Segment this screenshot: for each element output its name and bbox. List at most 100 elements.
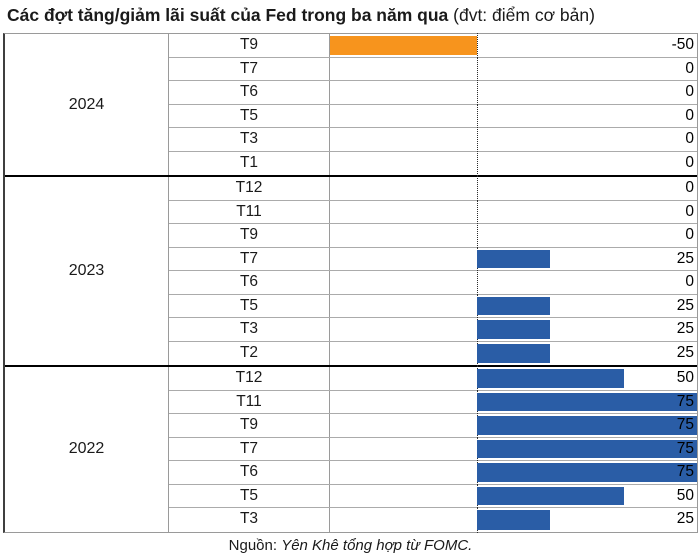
zero-axis-line (476, 33, 478, 58)
bar-cell: 25 (330, 507, 697, 533)
month-label: T11 (169, 200, 330, 223)
data-row-2023-T5: T5 25 (169, 293, 697, 318)
bar-cell: 50 (330, 483, 697, 508)
bar-cell: 75 (330, 436, 697, 461)
bar-cell: 75 (330, 413, 697, 438)
year-label-2023: 2023 (5, 177, 169, 365)
month-label: T1 (169, 151, 330, 175)
month-label: T6 (169, 461, 330, 484)
value-label: 50 (676, 369, 694, 386)
chart-table: 2024 T9 -50 T7 0 T6 0 T5 0 T3 0 T1 0 2023 T12 0 T11 0 T9 0 T… (3, 33, 698, 533)
month-label: T7 (169, 247, 330, 270)
bar-cell: -50 (330, 33, 697, 58)
value-label: 0 (685, 83, 694, 100)
value-label: 0 (685, 202, 694, 220)
month-label: T5 (169, 294, 330, 317)
data-row-2022-T11: T11 75 (169, 389, 697, 414)
data-row-2024-T5: T5 0 (169, 103, 697, 128)
month-label: T6 (169, 271, 330, 294)
data-row-2022-T6: T6 75 (169, 460, 697, 485)
bar-cell: 25 (330, 340, 697, 366)
data-row-2022-T12: T12 50 (169, 366, 697, 391)
month-label: T6 (169, 81, 330, 104)
bar-cell: 75 (330, 389, 697, 414)
zero-axis-line (476, 127, 478, 152)
chart-title-main: Các đợt tăng/giảm lãi suất của Fed trong… (7, 5, 449, 25)
value-label: 25 (676, 249, 694, 267)
month-label: T3 (169, 508, 330, 532)
month-label: T7 (169, 437, 330, 460)
zero-axis-line (476, 270, 478, 295)
value-label: 75 (676, 463, 694, 480)
positive-bar (476, 392, 697, 411)
value-label: 0 (685, 59, 694, 77)
data-row-2024-T7: T7 0 (169, 56, 697, 81)
month-label: T9 (169, 414, 330, 437)
month-label: T3 (169, 128, 330, 151)
data-row-2022-T3: T3 25 (169, 507, 697, 533)
positive-bar (476, 249, 551, 268)
zero-axis-line (476, 150, 478, 176)
month-label: T7 (169, 57, 330, 80)
source-text: Yên Khê tổng hợp từ FOMC. (281, 537, 473, 554)
month-label: T5 (169, 104, 330, 127)
value-label: 25 (676, 343, 694, 361)
chart-title-unit: (đvt: điểm cơ bản) (448, 5, 595, 25)
positive-bar (476, 320, 551, 339)
positive-bar (476, 343, 551, 363)
data-row-2024-T6: T6 0 (169, 80, 697, 105)
value-label: -50 (671, 36, 694, 53)
data-row-2023-T11: T11 0 (169, 199, 697, 224)
year-label-2022: 2022 (5, 367, 169, 532)
data-row-2023-T7: T7 25 (169, 246, 697, 271)
positive-bar (476, 486, 624, 505)
data-row-2022-T9: T9 75 (169, 413, 697, 438)
data-row-2024-T3: T3 0 (169, 127, 697, 152)
year-group-2023: 2023 T12 0 T11 0 T9 0 T7 25 T6 0 T5 25 T3 25 T2 25 (5, 175, 697, 366)
value-label: 0 (685, 179, 694, 196)
rows-2022: T12 50 T11 75 T9 75 T7 75 T6 75 T5 50 T3 25 (169, 366, 697, 533)
month-label: T11 (169, 390, 330, 413)
data-row-2022-T7: T7 75 (169, 436, 697, 461)
positive-bar (476, 369, 624, 388)
zero-axis-line (476, 80, 478, 105)
value-label: 0 (685, 130, 694, 147)
value-label: 25 (676, 296, 694, 314)
month-label: T12 (169, 367, 330, 390)
value-label: 75 (676, 439, 694, 457)
zero-axis-line (476, 199, 478, 224)
bar-cell: 25 (330, 293, 697, 318)
positive-bar (476, 416, 697, 435)
bar-cell: 50 (330, 366, 697, 391)
positive-bar (476, 463, 697, 482)
data-row-2023-T2: T2 25 (169, 340, 697, 366)
data-row-2023-T9: T9 0 (169, 223, 697, 248)
month-label: T3 (169, 318, 330, 341)
month-label: T2 (169, 341, 330, 365)
bar-cell: 0 (330, 103, 697, 128)
month-label: T9 (169, 34, 330, 57)
source-note: Nguồn: Yên Khê tổng hợp từ FOMC. (3, 537, 698, 554)
value-label: 75 (676, 392, 694, 410)
zero-axis-line (476, 56, 478, 81)
data-row-2022-T5: T5 50 (169, 483, 697, 508)
value-label: 0 (685, 106, 694, 124)
month-label: T5 (169, 484, 330, 507)
bar-cell: 0 (330, 223, 697, 248)
bar-cell: 0 (330, 56, 697, 81)
value-label: 50 (676, 486, 694, 504)
rows-2024: T9 -50 T7 0 T6 0 T5 0 T3 0 T1 0 (169, 33, 697, 176)
zero-axis-line (476, 223, 478, 248)
negative-bar (330, 36, 477, 55)
value-label: 25 (676, 320, 694, 337)
chart-title: Các đợt tăng/giảm lãi suất của Fed trong… (7, 3, 595, 27)
value-label: 0 (685, 226, 694, 243)
month-label: T9 (169, 224, 330, 247)
value-label: 25 (676, 510, 694, 527)
data-row-2023-T12: T12 0 (169, 176, 697, 201)
value-label: 75 (676, 416, 694, 433)
data-row-2024-T1: T1 0 (169, 150, 697, 176)
bar-cell: 0 (330, 176, 697, 201)
bar-cell: 25 (330, 246, 697, 271)
bar-cell: 0 (330, 199, 697, 224)
